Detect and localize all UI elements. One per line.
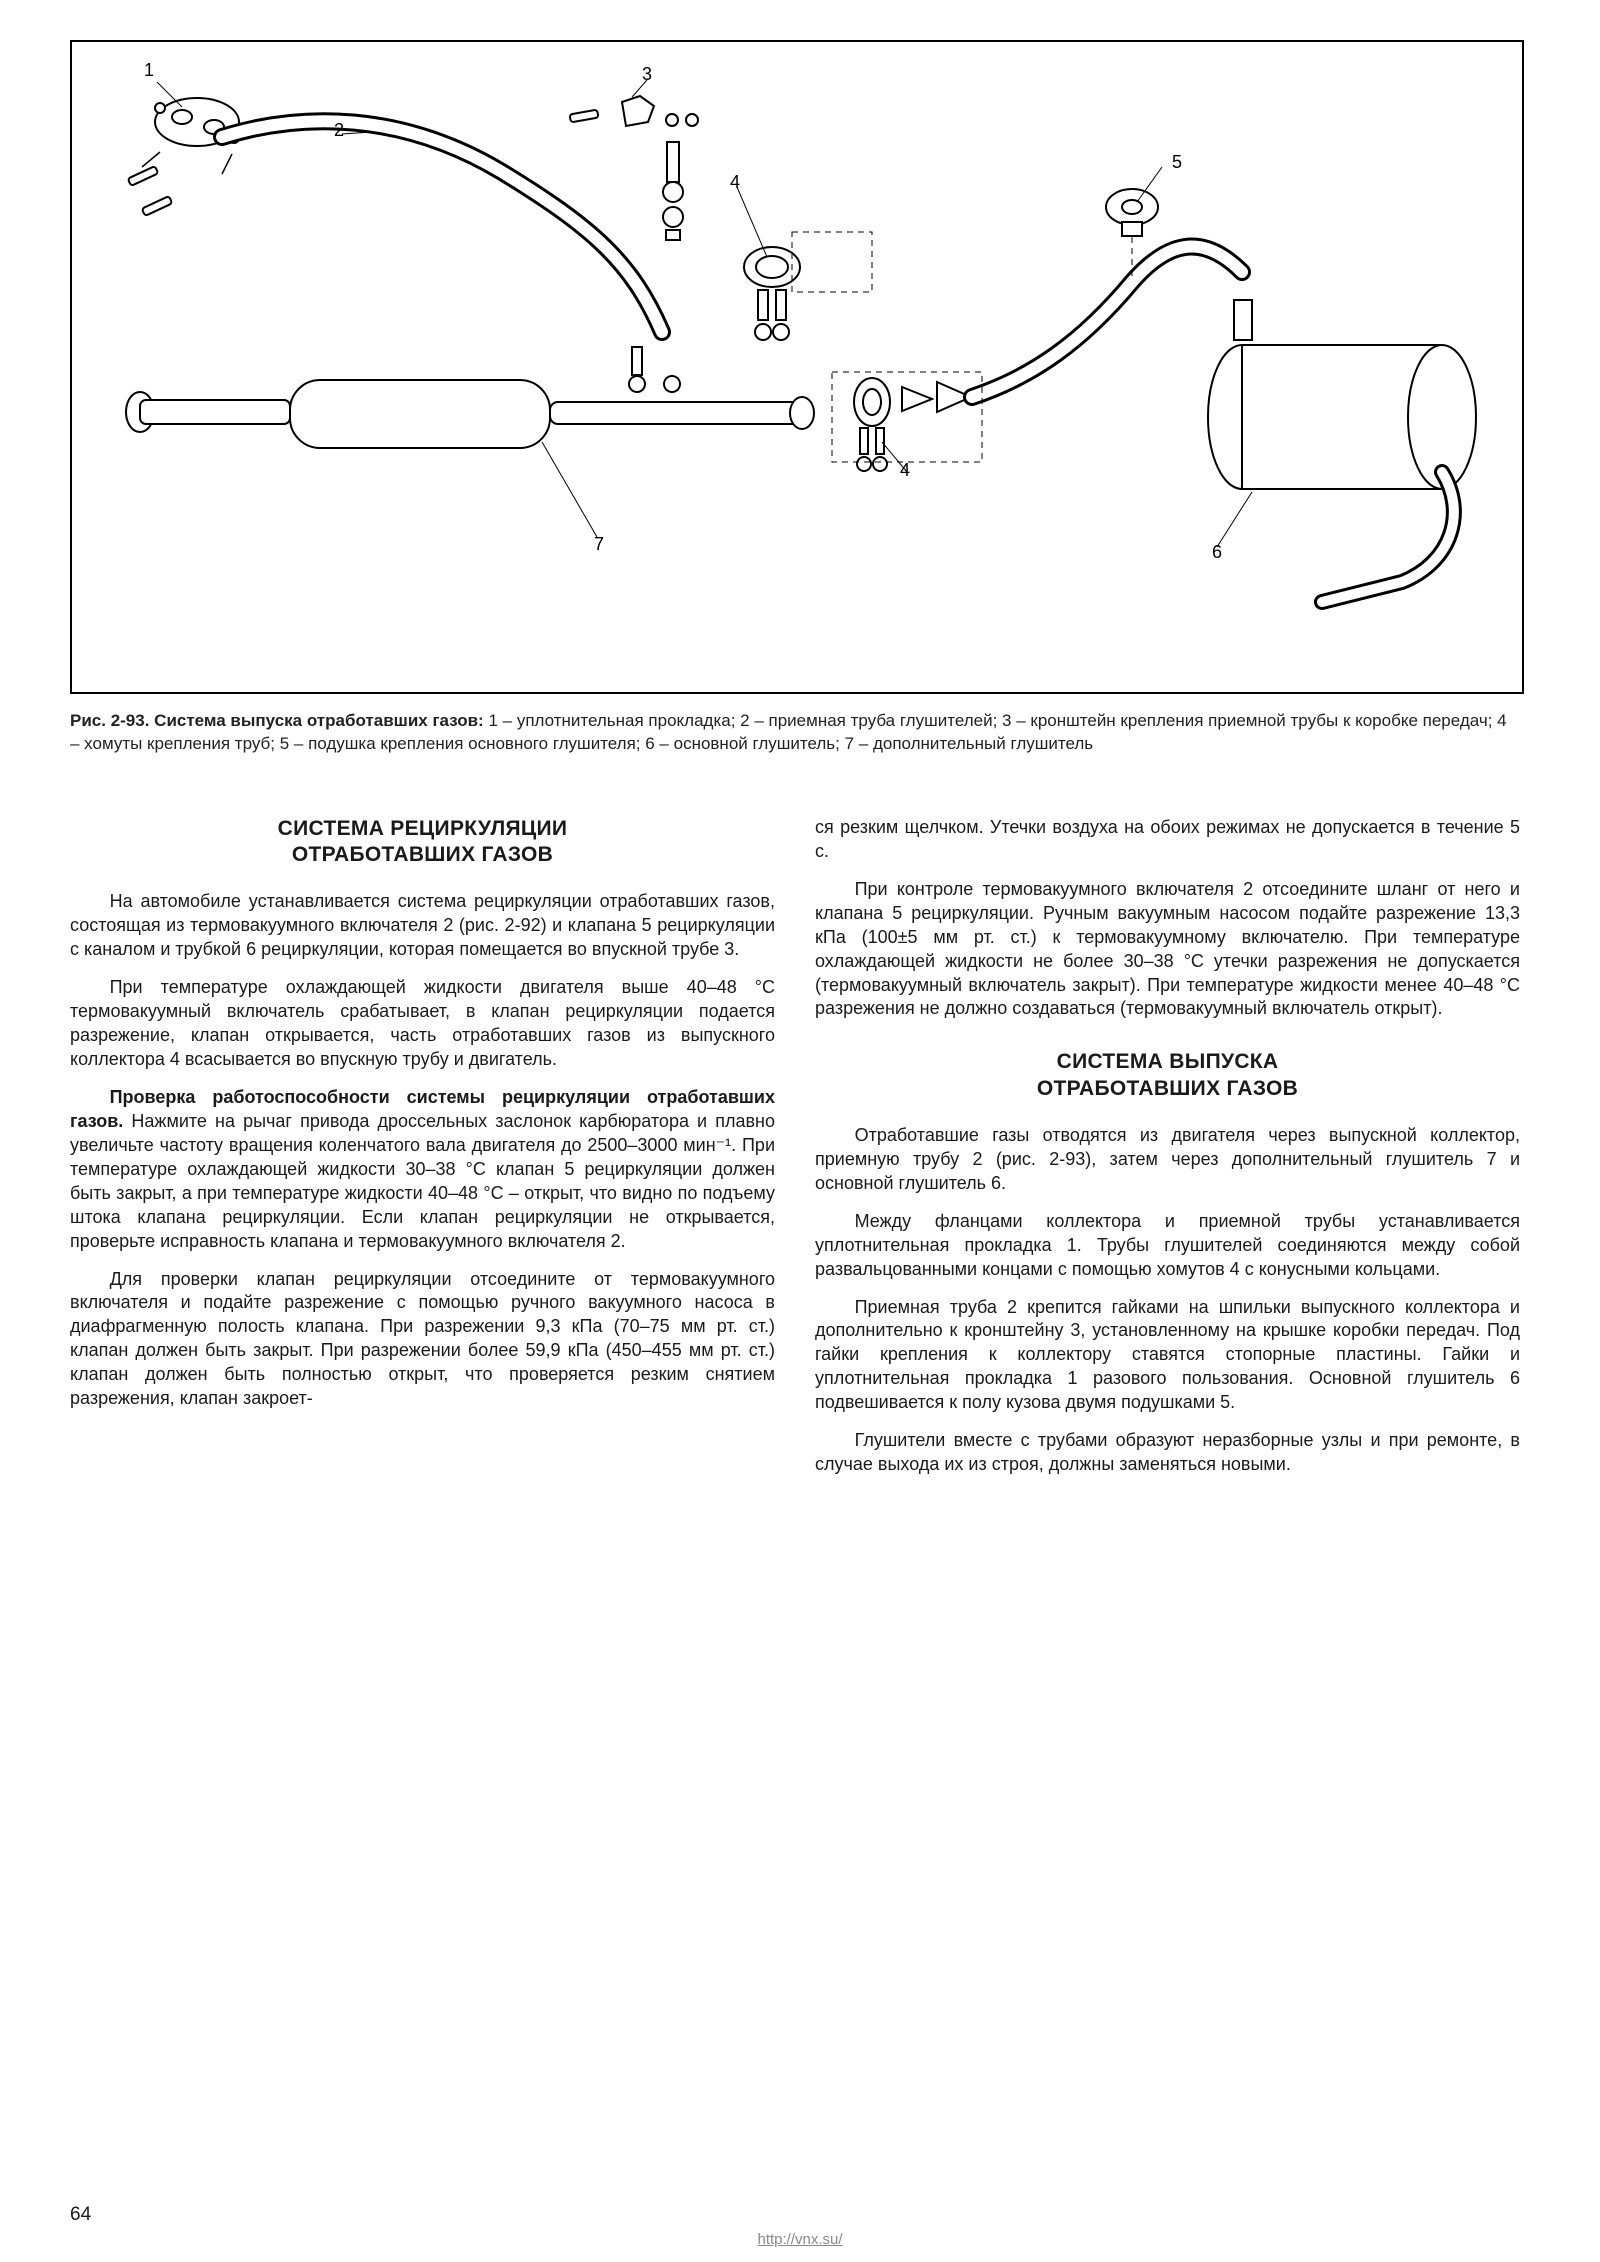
left-column: СИСТЕМА РЕЦИРКУЛЯЦИИОТРАБОТАВШИХ ГАЗОВ Н…: [70, 816, 775, 1491]
figure-label-7: 7: [594, 534, 604, 555]
footer-url: http://vnx.su/: [757, 2231, 842, 2248]
figure-label-1: 1: [144, 60, 154, 81]
para: Глушители вместе с трубами образуют нера…: [815, 1429, 1520, 1477]
figure-label-2: 2: [334, 120, 344, 141]
figure-caption: Рис. 2-93. Система выпуска отработавших …: [70, 710, 1520, 756]
figure-label-4a: 4: [730, 172, 740, 193]
figure-label-4b: 4: [900, 460, 910, 481]
para: Приемная труба 2 крепится гайками на шпи…: [815, 1296, 1520, 1416]
figure-label-3: 3: [642, 64, 652, 85]
para: ся резким щелчком. Утечки воздуха на обо…: [815, 816, 1520, 864]
figure-2-93: 1 2 3 4 5 4 6 7: [70, 40, 1524, 694]
figure-caption-bold: Рис. 2-93. Система выпуска отработавших …: [70, 711, 484, 730]
para: На автомобиле устанавливается система ре…: [70, 890, 775, 962]
para: Между фланцами коллектора и приемной тру…: [815, 1210, 1520, 1282]
page-number: 64: [70, 2204, 91, 2226]
para: При контроле термовакуумного включателя …: [815, 878, 1520, 1022]
figure-label-5: 5: [1172, 152, 1182, 173]
exhaust-system-diagram-icon: [72, 42, 1522, 692]
para: Отработавшие газы отводятся из двигателя…: [815, 1124, 1520, 1196]
section-title-recirc: СИСТЕМА РЕЦИРКУЛЯЦИИОТРАБОТАВШИХ ГАЗОВ: [70, 816, 775, 869]
para: При температуре охлаждающей жидкости дви…: [70, 976, 775, 1072]
page-root: 1 2 3 4 5 4 6 7 Рис. 2-93. Система выпус…: [0, 0, 1600, 2262]
text-columns: СИСТЕМА РЕЦИРКУЛЯЦИИОТРАБОТАВШИХ ГАЗОВ Н…: [70, 816, 1520, 1491]
right-column: ся резким щелчком. Утечки воздуха на обо…: [815, 816, 1520, 1491]
para: Проверка работоспособности системы рецир…: [70, 1086, 775, 1254]
figure-label-6: 6: [1212, 542, 1222, 563]
para: Для проверки клапан рециркуляции отсоеди…: [70, 1268, 775, 1412]
section-title-exhaust: СИСТЕМА ВЫПУСКАОТРАБОТАВШИХ ГАЗОВ: [815, 1049, 1520, 1102]
